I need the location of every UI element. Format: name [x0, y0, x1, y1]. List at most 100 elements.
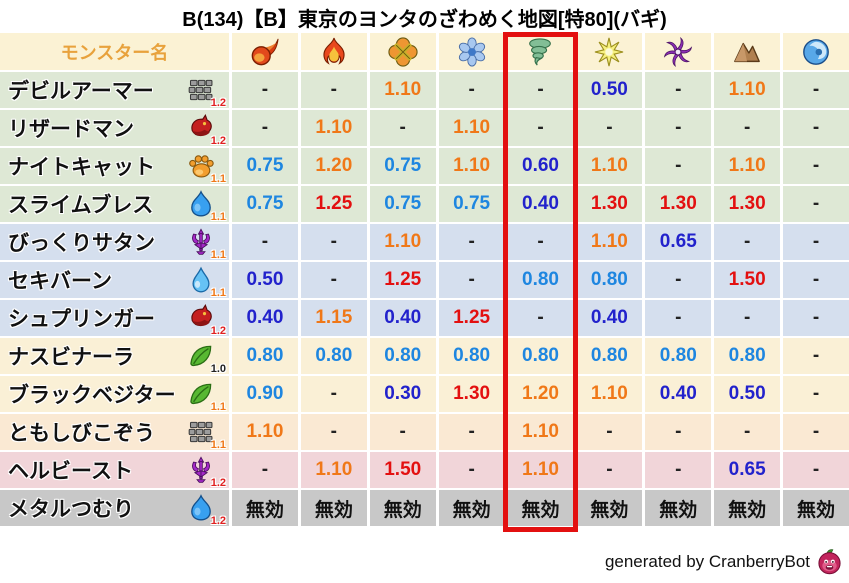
value-cell-r7-c3: 0.80: [438, 338, 505, 374]
family-multiplier: 1.1: [210, 249, 226, 261]
monster-name: メタルつむり: [8, 498, 134, 521]
value-cell-r5-c5: 0.80: [576, 262, 643, 298]
family-multiplier: 1.2: [210, 97, 226, 109]
value-cell-r5-c7: 1.50: [714, 262, 781, 298]
family-icon-wrap: 1.1: [187, 266, 226, 299]
value-cell-r2-c6: -: [645, 148, 712, 184]
value-cell-r10-c5: -: [576, 452, 643, 488]
monster-name: ブラックベジター: [8, 384, 176, 407]
value-cell-r7-c1: 0.80: [300, 338, 367, 374]
value-cell-r7-c6: 0.80: [645, 338, 712, 374]
monster-name-cell: ともしびこぞう 1.1: [0, 414, 229, 451]
value-cell-r10-c7: 0.65: [714, 452, 781, 488]
column-header-element-1: [300, 33, 367, 70]
monster-name-cell: シュプリンガー 1.2: [0, 300, 229, 337]
column-header-monster-name: モンスター名: [0, 33, 229, 70]
monster-name-cell: スライムブレス 1.1: [0, 186, 229, 223]
value-cell-r3-c2: 0.75: [369, 186, 436, 222]
column-header-element-0: [232, 33, 298, 70]
family-icon-wrap: 1.2: [187, 76, 226, 109]
value-cell-r6-c6: -: [645, 300, 712, 336]
column-header-element-8: [783, 33, 849, 70]
value-cell-r8-c6: 0.40: [645, 376, 712, 412]
value-cell-r6-c7: -: [714, 300, 781, 336]
value-cell-r9-c5: -: [576, 414, 643, 450]
value-cell-r4-c1: -: [300, 224, 367, 260]
value-cell-r2-c8: -: [783, 148, 849, 184]
value-cell-r3-c8: -: [783, 186, 849, 222]
value-cell-r7-c7: 0.80: [714, 338, 781, 374]
value-cell-r11-c5: 無効: [576, 490, 643, 526]
monster-name: びっくりサタン: [8, 232, 155, 255]
value-cell-r10-c1: 1.10: [300, 452, 367, 488]
monster-name-cell: デビルアーマー 1.2: [0, 72, 229, 109]
monster-name: セキバーン: [8, 270, 112, 293]
value-cell-r2-c7: 1.10: [714, 148, 781, 184]
column-header-element-6: [645, 33, 712, 70]
column-header-element-5: [576, 33, 643, 70]
star-icon: [594, 37, 624, 67]
value-cell-r11-c3: 無効: [438, 490, 505, 526]
value-cell-r1-c6: -: [645, 110, 712, 146]
pinwheel-icon: [663, 37, 693, 67]
value-cell-r4-c2: 1.10: [369, 224, 436, 260]
monster-name: ともしびこぞう: [8, 422, 155, 445]
value-cell-r3-c3: 0.75: [438, 186, 505, 222]
value-cell-r2-c1: 1.20: [300, 148, 367, 184]
family-icon-wrap: 1.1: [187, 152, 226, 185]
family-multiplier: 1.1: [210, 439, 226, 451]
monster-name: デビルアーマー: [8, 80, 154, 103]
value-cell-r10-c2: 1.50: [369, 452, 436, 488]
family-multiplier: 1.1: [210, 211, 226, 223]
burst-icon: [388, 37, 418, 67]
footer-credit-text: generated by CranberryBot: [604, 551, 810, 571]
value-cell-r7-c2: 0.80: [369, 338, 436, 374]
value-cell-r0-c2: 1.10: [369, 72, 436, 108]
family-multiplier: 1.2: [210, 325, 226, 337]
value-cell-r5-c8: -: [783, 262, 849, 298]
column-header-element-7: [714, 33, 781, 70]
value-cell-r9-c2: -: [369, 414, 436, 450]
wave-icon: [801, 37, 831, 67]
value-cell-r0-c8: -: [783, 72, 849, 108]
value-cell-r8-c1: -: [300, 376, 367, 412]
value-cell-r6-c8: -: [783, 300, 849, 336]
value-cell-r8-c3: 1.30: [438, 376, 505, 412]
value-cell-r9-c6: -: [645, 414, 712, 450]
family-icon-wrap: 1.1: [187, 380, 226, 413]
value-cell-r4-c8: -: [783, 224, 849, 260]
value-cell-r5-c6: -: [645, 262, 712, 298]
monster-name: リザードマン: [8, 118, 134, 141]
monster-name-cell: セキバーン 1.1: [0, 262, 229, 299]
value-cell-r3-c0: 0.75: [232, 186, 298, 222]
value-cell-r4-c5: 1.10: [576, 224, 643, 260]
value-cell-r5-c1: -: [300, 262, 367, 298]
value-cell-r6-c5: 0.40: [576, 300, 643, 336]
cranberry-slime-icon: [816, 548, 843, 575]
value-cell-r9-c1: -: [300, 414, 367, 450]
value-cell-r0-c3: -: [438, 72, 505, 108]
value-cell-r10-c3: -: [438, 452, 505, 488]
family-multiplier: 1.1: [210, 401, 226, 413]
family-multiplier: 1.0: [210, 363, 226, 375]
monster-name-cell: びっくりサタン 1.1: [0, 224, 229, 261]
value-cell-r10-c4: 1.10: [507, 452, 574, 488]
value-cell-r11-c0: 無効: [232, 490, 298, 526]
value-cell-r8-c8: -: [783, 376, 849, 412]
value-cell-r8-c0: 0.90: [232, 376, 298, 412]
family-icon-wrap: 1.1: [187, 190, 226, 223]
monster-name-cell: ナイトキャット 1.1: [0, 148, 229, 185]
value-cell-r2-c2: 0.75: [369, 148, 436, 184]
value-cell-r6-c4: -: [507, 300, 574, 336]
fireball-icon: [250, 37, 280, 67]
value-cell-r0-c7: 1.10: [714, 72, 781, 108]
value-cell-r11-c8: 無効: [783, 490, 849, 526]
value-cell-r1-c2: -: [369, 110, 436, 146]
value-cell-r0-c4: -: [507, 72, 574, 108]
resistance-table: モンスター名 デビルアーマー 1.2- -1.10- -0.50-1.10- リザードマン…: [0, 33, 849, 527]
value-cell-r5-c0: 0.50: [232, 262, 298, 298]
family-multiplier: 1.1: [210, 173, 226, 185]
monster-name-cell: ヘルビースト 1.2: [0, 452, 229, 489]
value-cell-r11-c1: 無効: [300, 490, 367, 526]
